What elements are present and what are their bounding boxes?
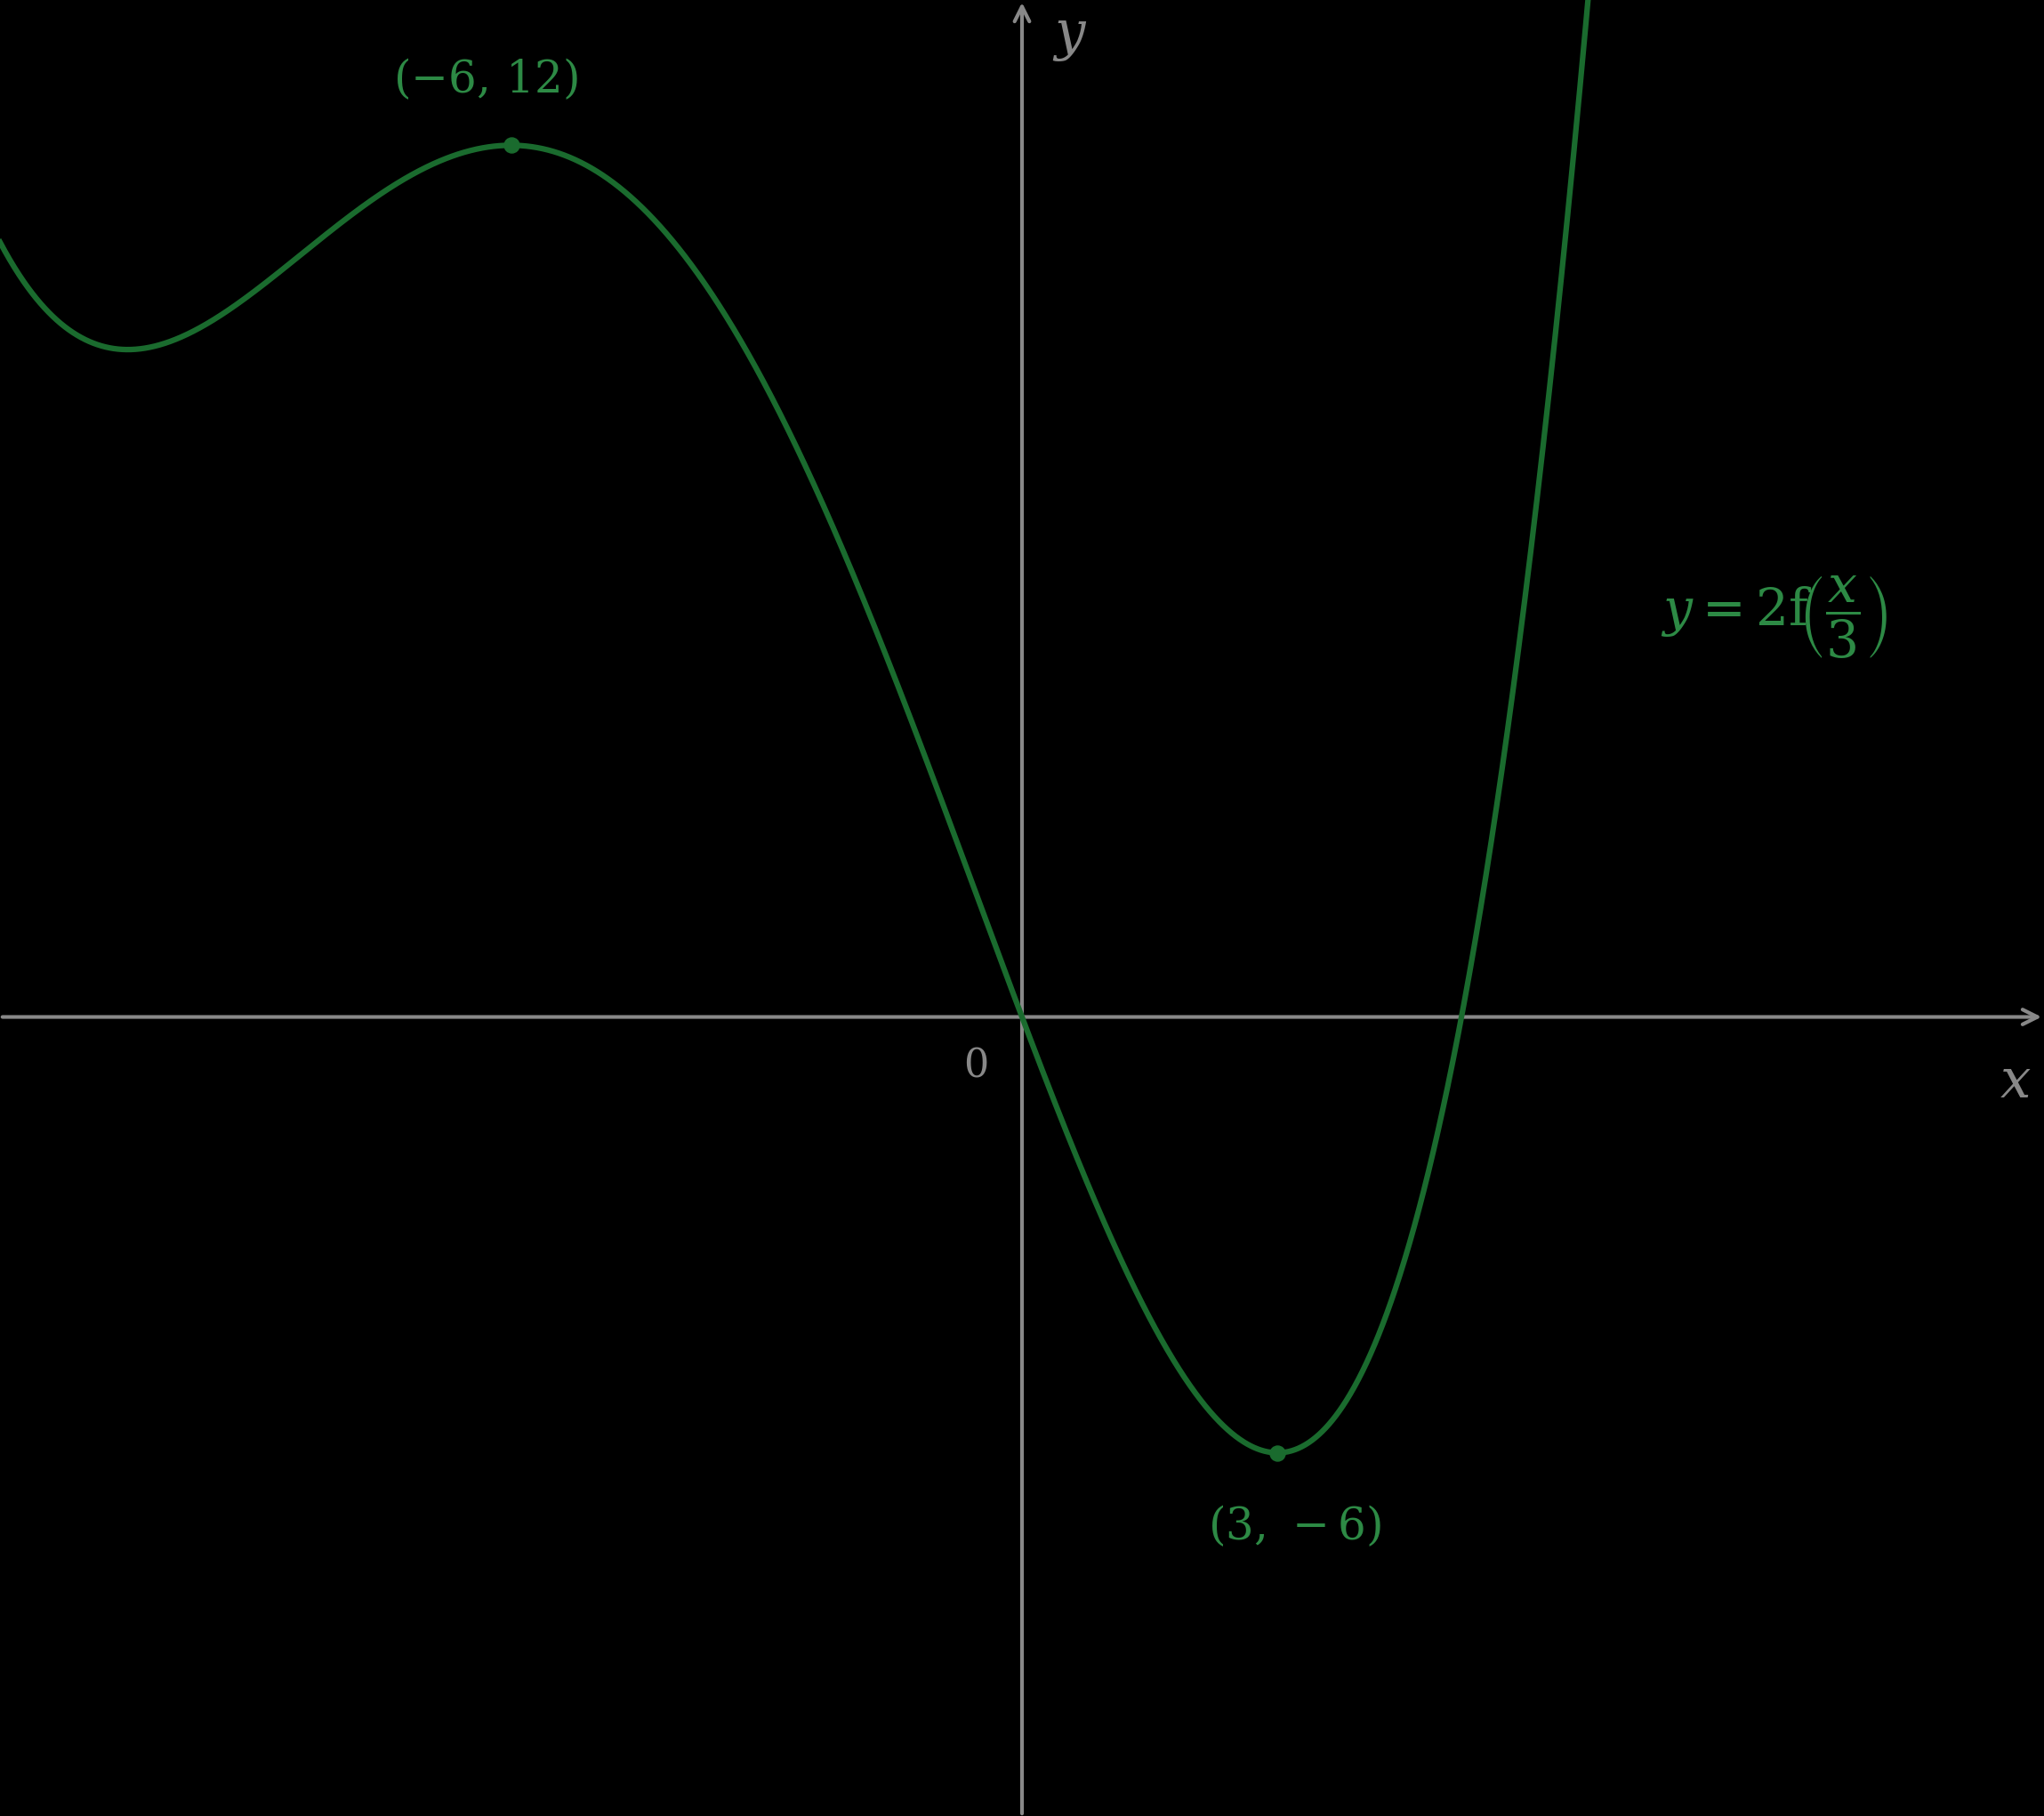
Point [495,131,527,160]
Text: $y = 2\mathrm{f}\!\left(\dfrac{x}{3}\right)$: $y = 2\mathrm{f}\!\left(\dfrac{x}{3}\rig… [1660,574,1889,661]
Text: $x$: $x$ [1999,1057,2032,1110]
Point [1261,1438,1294,1467]
Text: $y$: $y$ [1053,11,1087,64]
Text: $0$: $0$ [963,1046,987,1084]
Text: $(3,\,-6)$: $(3,\,-6)$ [1208,1504,1382,1549]
Text: $(-6,\,12)$: $(-6,\,12)$ [392,56,578,102]
